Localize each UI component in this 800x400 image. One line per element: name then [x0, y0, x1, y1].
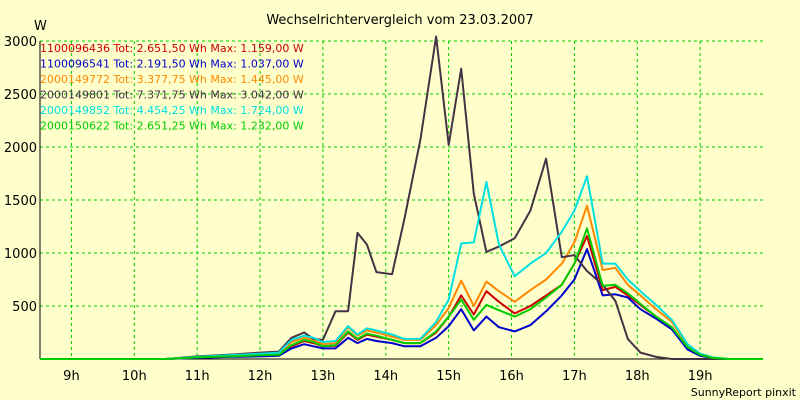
series-line-0 — [40, 235, 763, 360]
x-tick-label-3: 12h — [248, 369, 273, 384]
y-tick-label-0: 500 — [12, 300, 37, 315]
series-line-5 — [40, 227, 763, 360]
x-tick-label-10: 19h — [688, 369, 713, 384]
series-line-2 — [40, 204, 763, 360]
legend: 1100096436 Tot: 2.651,50 Wh Max: 1.159,0… — [40, 42, 304, 133]
series-line-3 — [40, 35, 763, 360]
series-layer — [40, 35, 763, 360]
x-tick-label-9: 18h — [625, 369, 650, 384]
legend-entry-2: 2000149772 Tot: 3.377,75 Wh Max: 1.445,0… — [40, 73, 304, 86]
legend-entry-1: 1100096541 Tot: 2.191,50 Wh Max: 1.037,0… — [40, 58, 304, 71]
x-tick-label-6: 15h — [436, 369, 461, 384]
footer-credit: SunnyReport pinxit — [691, 386, 797, 399]
legend-entry-0: 1100096436 Tot: 2.651,50 Wh Max: 1.159,0… — [40, 42, 304, 55]
grid-layer — [40, 40, 763, 359]
y-tick-label-4: 2500 — [4, 88, 37, 103]
chart-title: Wechselrichtervergleich vom 23.03.2007 — [266, 13, 533, 28]
x-tick-label-5: 14h — [373, 369, 398, 384]
y-tick-label-1: 1000 — [4, 247, 37, 262]
y-tick-label-5: 3000 — [4, 35, 37, 50]
series-line-4 — [40, 175, 763, 360]
x-ticks: 9h 10h 11h 12h 13h 14h 15h 16h 17h 18h 19h — [63, 369, 712, 384]
x-tick-label-7: 16h — [499, 369, 524, 384]
y-tick-label-2: 1500 — [4, 194, 37, 209]
x-tick-label-8: 17h — [562, 369, 587, 384]
x-tick-label-2: 11h — [185, 369, 210, 384]
x-tick-label-1: 10h — [122, 369, 147, 384]
legend-entry-4: 2000149852 Tot: 4.454,25 Wh Max: 1.724,0… — [40, 104, 304, 117]
x-tick-label-0: 9h — [63, 369, 80, 384]
y-tick-label-3: 2000 — [4, 141, 37, 156]
y-ticks: 500 1000 1500 2000 2500 3000 — [4, 35, 37, 315]
series-line-1 — [40, 248, 763, 360]
legend-entry-5: 2000150622 Tot: 2.651,25 Wh Max: 1.232,0… — [40, 120, 304, 133]
legend-entry-3: 2000149801 Tot: 7.371,75 Wh Max: 3.042,0… — [40, 89, 304, 102]
x-tick-label-4: 13h — [311, 369, 336, 384]
y-axis-label: W — [34, 19, 47, 34]
